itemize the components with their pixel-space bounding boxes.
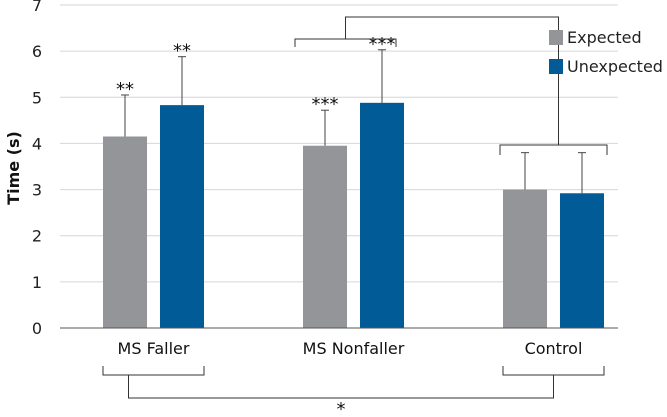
bar-expected-control <box>503 189 547 328</box>
y-tick-label-2: 2 <box>32 227 42 246</box>
comparison-bracket-bottom <box>102 366 605 399</box>
significance-markers: ******* *** <box>116 34 396 115</box>
y-tick-label-5: 5 <box>32 88 42 107</box>
significance-label: *** <box>312 94 339 115</box>
y-tick-label-4: 4 <box>32 134 42 153</box>
comparison-bracket-top <box>294 16 608 155</box>
bar-expected-ms-nonfaller <box>303 145 347 328</box>
significance-label: *** <box>369 34 396 55</box>
y-tick-label-1: 1 <box>32 273 42 292</box>
bar-expected-ms-faller <box>103 136 147 328</box>
x-category-label: MS Nonfaller <box>303 339 405 358</box>
y-tick-label-3: 3 <box>32 181 42 200</box>
significance-label: ** <box>116 79 134 100</box>
comparison-brackets: * <box>102 16 608 417</box>
comparison-significance-label: * <box>337 399 346 417</box>
y-axis-label: Time (s) <box>4 131 23 205</box>
bar-unexpected-ms-faller <box>160 105 204 328</box>
legend-swatch-unexpected <box>549 59 563 74</box>
x-category-label: MS Faller <box>118 339 190 358</box>
legend: Expected Unexpected <box>549 28 663 76</box>
bar-unexpected-control <box>560 193 604 328</box>
axes: 0 1 2 3 4 5 6 7 MS Faller MS Nonfaller Control <box>32 0 618 358</box>
error-bars <box>121 49 586 194</box>
significance-label: ** <box>173 41 191 62</box>
legend-swatch-expected <box>549 30 563 45</box>
bar-unexpected-ms-nonfaller <box>360 102 404 328</box>
bars <box>103 102 604 328</box>
x-category-label: Control <box>525 339 583 358</box>
legend-label-unexpected: Unexpected <box>567 57 663 76</box>
legend-label-expected: Expected <box>567 28 642 47</box>
y-tick-label-6: 6 <box>32 42 42 61</box>
y-tick-label-0: 0 <box>32 319 42 338</box>
y-tick-label-7: 7 <box>32 0 42 15</box>
